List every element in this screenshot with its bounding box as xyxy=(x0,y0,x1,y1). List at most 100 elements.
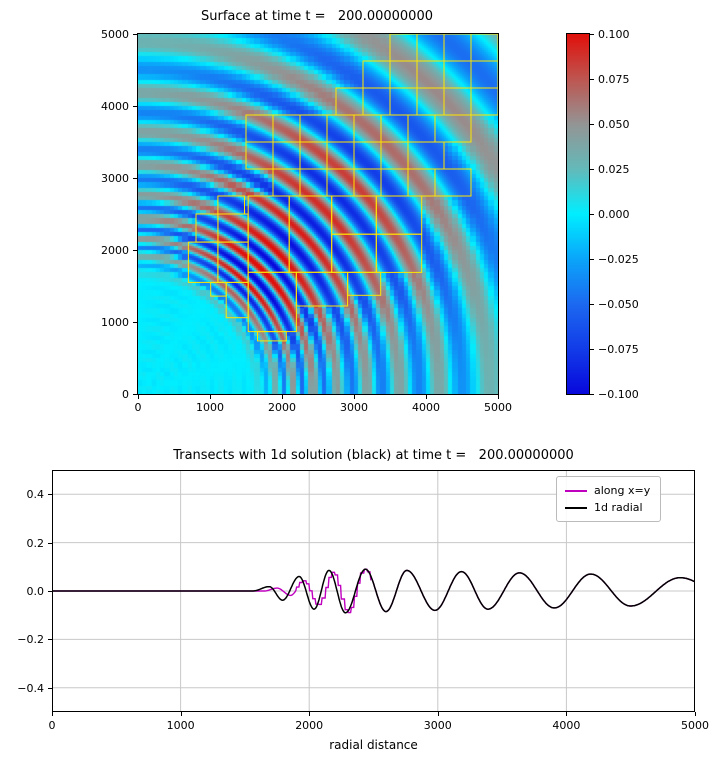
amr-patch-outline xyxy=(217,241,249,283)
surface-x-tick-label: 4000 xyxy=(412,401,440,414)
amr-patch-outline xyxy=(225,281,249,319)
amr-patch-outline xyxy=(299,168,328,197)
transect-x-tick-label: 2000 xyxy=(295,719,324,732)
amr-patch-outline xyxy=(416,87,445,116)
surface-y-tick-label: 2000 xyxy=(101,244,129,257)
amr-patch-outline xyxy=(353,141,382,170)
tick-mark xyxy=(133,106,137,107)
amr-patch-outline xyxy=(353,168,382,197)
amr-patch-outline xyxy=(195,213,219,243)
amr-patch-outline xyxy=(470,60,498,89)
x-axis-label: radial distance xyxy=(329,738,418,752)
surface-y-tick-label: 3000 xyxy=(101,172,129,185)
colorbar-tick-label: −0.050 xyxy=(598,298,639,311)
surface-x-tick-label: 3000 xyxy=(340,401,368,414)
amr-patch-outline xyxy=(443,87,472,116)
amr-patch-outline xyxy=(326,141,355,170)
transect-plot-area xyxy=(52,470,695,712)
colorbar-tick-label: 0.025 xyxy=(598,163,630,176)
tick-mark xyxy=(566,712,568,716)
amr-patch-outline xyxy=(217,213,249,243)
amr-patch-outline xyxy=(362,60,391,89)
legend-line-black xyxy=(565,506,587,509)
transect-y-tick-label: −0.2 xyxy=(17,633,44,647)
tick-mark xyxy=(180,712,182,716)
amr-patch-outline xyxy=(299,114,328,143)
transect-y-tick-label: 0.4 xyxy=(26,488,45,502)
tick-mark xyxy=(133,250,137,251)
tick-mark xyxy=(133,322,137,323)
amr-patch-outline xyxy=(375,233,423,273)
amr-patch-outline xyxy=(443,60,472,89)
colorbar-tick-label: 0.075 xyxy=(598,73,630,86)
amr-patch-outline xyxy=(353,114,382,143)
tick-mark xyxy=(138,395,139,399)
surface-x-tick-label: 2000 xyxy=(268,401,296,414)
amr-patch-outline xyxy=(331,233,377,273)
transect-y-tick-label: 0.0 xyxy=(26,585,45,598)
amr-patch-outline xyxy=(470,34,498,62)
surface-plot-area xyxy=(137,33,499,395)
legend-box: along x=y 1d radial xyxy=(556,476,662,522)
tick-mark xyxy=(590,304,594,305)
colorbar-tick-label: 0.000 xyxy=(598,208,630,221)
tick-mark xyxy=(590,394,594,395)
amr-patch-outline xyxy=(380,114,409,143)
tick-mark xyxy=(133,394,137,395)
tick-mark xyxy=(282,395,283,399)
legend-label: 1d radial xyxy=(594,501,643,514)
amr-patch-outline xyxy=(416,34,445,62)
amr-patch-outline xyxy=(245,141,274,170)
amr-patch-outline xyxy=(331,195,377,235)
amr-patch-outline xyxy=(389,60,418,89)
amr-patch-outline xyxy=(326,168,355,197)
amr-patch-outline xyxy=(210,281,227,297)
amr-patch-outline xyxy=(434,168,472,197)
amr-patch-outline xyxy=(288,195,333,273)
surface-y-tick-label: 1000 xyxy=(101,316,129,329)
transect-x-tick-label: 5000 xyxy=(681,719,709,732)
amr-patch-outline xyxy=(416,60,445,89)
legend-entry-along-xy: along x=y xyxy=(565,482,650,499)
surface-x-tick-label: 0 xyxy=(134,401,142,414)
amr-patch-outline xyxy=(389,87,418,116)
amr-grid-patch-overlay xyxy=(187,34,498,342)
tick-mark xyxy=(48,639,52,641)
amr-patch-outline xyxy=(272,168,301,197)
amr-patch-outline xyxy=(247,195,290,273)
transect-x-tick-label: 0 xyxy=(48,719,56,732)
surface-x-tick-label: 5000 xyxy=(484,401,512,414)
tick-mark xyxy=(48,687,52,689)
amr-patch-outline xyxy=(272,114,301,143)
colorbar-tick-label: −0.075 xyxy=(598,343,639,356)
tick-mark xyxy=(590,79,594,80)
amr-patch-outline xyxy=(299,141,328,170)
tick-mark xyxy=(590,169,594,170)
tick-mark xyxy=(133,34,137,35)
amr-patch-outline xyxy=(245,114,274,143)
amr-patch-outline xyxy=(335,87,364,116)
tick-mark xyxy=(590,214,594,215)
amr-patch-outline xyxy=(470,87,498,116)
surface-y-tick-label: 5000 xyxy=(101,28,129,41)
legend-line-magenta xyxy=(565,489,587,492)
colorbar-tick-label: −0.100 xyxy=(598,388,639,401)
tick-mark xyxy=(52,712,53,716)
tick-mark xyxy=(133,178,137,179)
transect-x-tick-label: 3000 xyxy=(423,719,452,732)
tick-mark xyxy=(498,395,499,399)
surface-y-tick-label: 0 xyxy=(122,388,129,401)
tick-mark xyxy=(48,494,52,496)
legend-label: along x=y xyxy=(594,484,651,497)
transect-x-tick-label: 4000 xyxy=(552,719,581,732)
tick-mark xyxy=(590,259,594,260)
tick-mark xyxy=(426,395,427,399)
amr-patch-outline xyxy=(443,34,472,62)
transect-x-tick-label: 1000 xyxy=(166,719,195,732)
legend-entry-1d-radial: 1d radial xyxy=(565,499,650,516)
colorbar-tick-label: −0.025 xyxy=(598,253,639,266)
amr-patch-outline xyxy=(326,114,355,143)
tick-mark xyxy=(590,124,594,125)
amr-patch-outline xyxy=(187,241,219,283)
